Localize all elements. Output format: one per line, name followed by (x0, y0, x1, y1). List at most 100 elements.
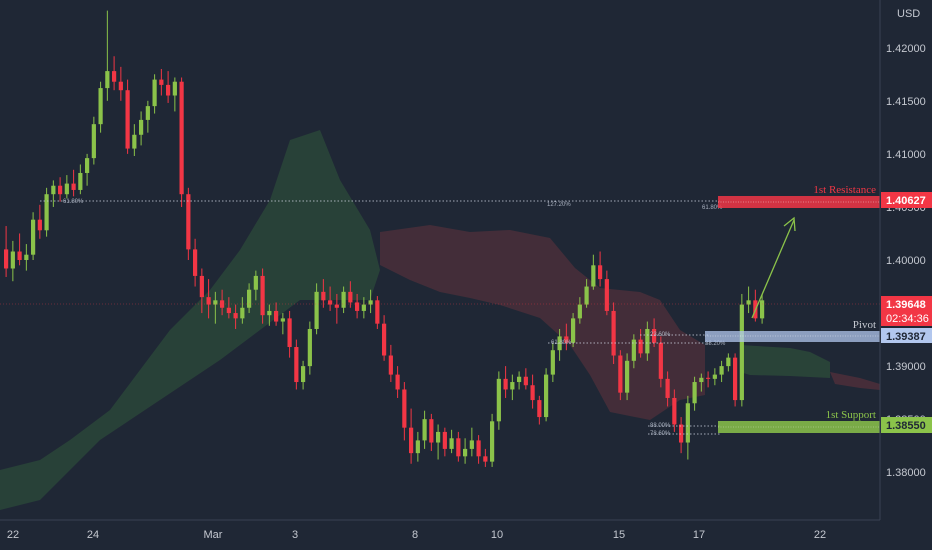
candle-body (402, 389, 407, 428)
current-price-text: 1.39648 (886, 299, 926, 311)
levels: 1st Resistance Pivot 1st Support (705, 184, 880, 433)
candle-body (604, 279, 609, 311)
candle-body (355, 302, 360, 311)
candle-body (71, 183, 76, 190)
candle-body (17, 251, 22, 260)
x-tick-17: 17 (693, 529, 705, 541)
candle-body (503, 378, 508, 390)
candle-body (24, 254, 29, 260)
fib-1272-label: 127.20% (547, 202, 571, 208)
fib-786-label: 78.60% (650, 431, 671, 437)
candle-body (591, 265, 596, 287)
candle-body (64, 183, 69, 195)
candle-body (139, 119, 144, 135)
candle-body (463, 448, 468, 457)
candle-body (685, 403, 690, 443)
candle-body (523, 376, 528, 386)
candle-body (638, 339, 643, 354)
candle-body (280, 318, 285, 322)
candle-body (645, 328, 650, 354)
y-tick-labels: 1.420001.415001.410001.405001.400001.395… (886, 43, 926, 479)
candle-body (132, 134, 137, 149)
support-price-tag (881, 417, 932, 433)
candle-body (240, 307, 245, 319)
y-tick-label: 1.38000 (886, 467, 926, 479)
ichimoku-cloud (0, 130, 880, 510)
candle-body (530, 385, 535, 401)
cloud-bull-right (740, 345, 830, 378)
candle-body (496, 378, 501, 422)
candle-body (618, 355, 623, 393)
candle-body (476, 440, 481, 457)
candle-body (631, 339, 636, 361)
candle-body (145, 106, 150, 120)
candle-body (382, 323, 387, 356)
price-axis[interactable]: USD 1.420001.415001.410001.405001.400001… (879, 0, 932, 520)
candle-body (267, 310, 272, 316)
candle-body (10, 251, 15, 269)
x-tick-22a: 22 (7, 529, 19, 541)
candle-body (172, 81, 177, 96)
x-tick-24: 24 (87, 529, 99, 541)
support-label: 1st Support (826, 409, 876, 421)
currency-label: USD (897, 8, 920, 20)
candle-body (625, 360, 630, 393)
candle-body (375, 300, 380, 324)
x-tick-3: 3 (292, 529, 298, 541)
candle-body (726, 357, 731, 367)
candle-body (577, 304, 582, 319)
x-tick-10: 10 (491, 529, 503, 541)
candle-body (58, 185, 63, 195)
candle-body (550, 350, 555, 375)
time-axis[interactable]: 22 24 Mar 3 8 10 15 17 22 (0, 519, 880, 541)
candle-body (719, 366, 724, 375)
x-tick-15: 15 (613, 529, 625, 541)
y-tick-label: 1.42000 (886, 43, 926, 55)
candle-body (37, 219, 42, 231)
candle-body (692, 382, 697, 404)
candle-body (469, 440, 474, 449)
candle-body (98, 88, 103, 125)
pivot-label: Pivot (853, 319, 876, 331)
resistance-price-tag (881, 192, 932, 208)
candle-body (31, 219, 36, 255)
candle-body (746, 300, 751, 305)
candle-body (199, 275, 204, 298)
candle-body (206, 297, 211, 305)
candle-body (388, 355, 393, 375)
fib-lines: 61.80% 127.20% 61.80% 23.60% 61.80% 38.2… (0, 199, 880, 437)
candle-body (226, 307, 231, 314)
candle-body (247, 289, 252, 308)
candle-body (544, 374, 549, 418)
candle-body (314, 291, 319, 329)
candle-body (78, 172, 83, 190)
candle-body (429, 419, 434, 443)
candle-body (415, 440, 420, 454)
candle-body (287, 318, 292, 348)
candle-body (4, 249, 9, 269)
fib-618b-label: 61.80% (551, 340, 572, 346)
candle-body (112, 71, 117, 82)
x-tick-mar: Mar (204, 529, 223, 541)
candle-body (712, 374, 717, 379)
candle-body (166, 84, 171, 96)
x-tick-22b: 22 (814, 529, 826, 541)
candle-body (321, 291, 326, 301)
fib-886-label: 88.00% (650, 423, 671, 429)
fib-618-ext-label: 61.80% (702, 205, 723, 211)
candle-body (233, 313, 238, 319)
resistance-label: 1st Resistance (813, 184, 876, 196)
cloud-bear-right (830, 372, 880, 390)
candle-body (193, 249, 198, 276)
candle-body (260, 275, 265, 316)
candle-body (665, 378, 670, 398)
candle-body (658, 342, 663, 379)
candle-body (51, 185, 56, 195)
resistance-price-text: 1.40627 (886, 195, 926, 207)
cloud-bear-area (380, 225, 705, 420)
candle-body (334, 304, 339, 308)
current-price-tag (881, 296, 932, 326)
candle-body (274, 310, 279, 322)
candle-body (409, 427, 414, 454)
